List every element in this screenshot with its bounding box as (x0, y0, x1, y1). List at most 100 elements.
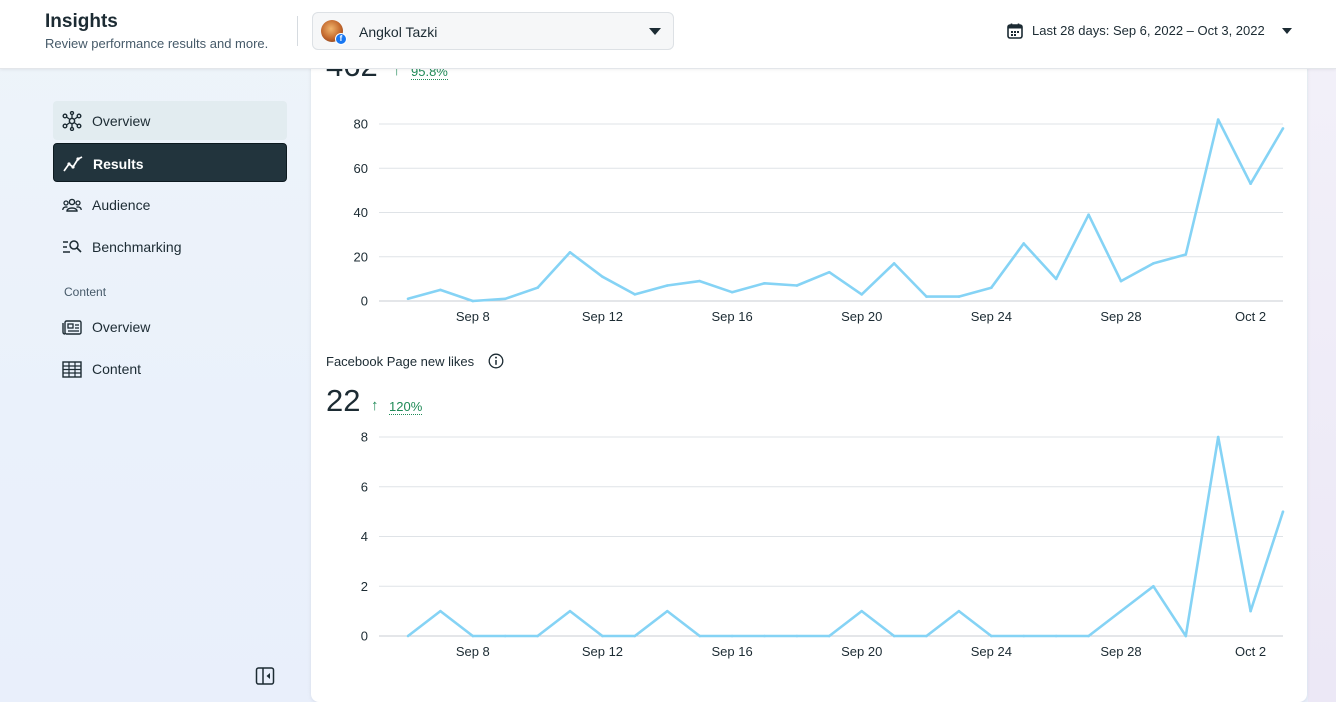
sidebar-item-label: Audience (92, 197, 151, 213)
data-point (1087, 634, 1090, 638)
account-selector[interactable]: f Angkol Tazki (312, 12, 674, 50)
account-name: Angkol Tazki (359, 24, 438, 40)
x-tick-label: Sep 24 (971, 644, 1012, 659)
sidebar-item-label: Benchmarking (92, 239, 182, 255)
sidebar-item-audience[interactable]: Audience (53, 185, 287, 224)
data-point (503, 297, 507, 301)
data-point (406, 634, 410, 638)
x-tick-label: Sep 8 (456, 309, 490, 324)
facebook-badge-icon: f (335, 33, 347, 45)
data-point (763, 634, 766, 638)
data-point (601, 275, 604, 278)
data-point (1184, 253, 1188, 256)
data-point (1119, 279, 1123, 283)
x-tick-label: Sep 28 (1100, 644, 1141, 659)
x-tick-label: Sep 20 (841, 644, 882, 659)
sidebar-item-label: Results (93, 156, 144, 172)
x-tick-label: Sep 16 (711, 644, 752, 659)
sidebar: Overview Results Audience Benchmarking C… (0, 69, 305, 702)
y-tick-label: 0 (361, 629, 368, 644)
x-tick-label: Oct 2 (1235, 309, 1266, 324)
data-point (730, 634, 734, 638)
x-tick-label: Sep 12 (582, 309, 623, 324)
sidebar-item-results[interactable]: Results (53, 143, 287, 182)
page-title: Insights (45, 11, 118, 32)
data-point (633, 634, 637, 638)
data-point (601, 634, 604, 638)
sidebar-item-content-overview[interactable]: Overview (53, 307, 287, 346)
table-icon (62, 361, 82, 378)
data-point (698, 279, 701, 283)
x-tick-label: Sep 8 (456, 644, 490, 659)
data-point (1152, 262, 1155, 265)
x-tick-label: Sep 28 (1100, 309, 1141, 324)
data-point (892, 634, 896, 638)
data-point (439, 288, 442, 292)
y-tick-label: 2 (361, 579, 368, 594)
series-line (407, 435, 1285, 638)
data-point (406, 297, 410, 301)
data-point (1249, 182, 1252, 186)
data-point (860, 293, 864, 296)
series-line (407, 118, 1285, 303)
info-icon[interactable] (488, 353, 504, 369)
x-tick-label: Sep 20 (841, 309, 882, 324)
data-point (1249, 609, 1252, 613)
page-subtitle: Review performance results and more. (45, 36, 269, 51)
data-point (471, 634, 475, 638)
metric-change[interactable]: 120% (389, 399, 423, 415)
data-point (1152, 584, 1155, 588)
data-point (1119, 609, 1123, 613)
data-point (1216, 435, 1220, 439)
sidebar-item-content[interactable]: Content (53, 349, 287, 388)
data-point (1054, 277, 1058, 281)
data-point (763, 282, 766, 285)
y-tick-label: 80 (354, 117, 368, 132)
data-point (827, 270, 831, 274)
arrow-up-icon: ↑ (371, 397, 379, 414)
x-tick-label: Sep 12 (582, 644, 623, 659)
data-point (1281, 510, 1285, 513)
collapse-sidebar-icon[interactable] (255, 666, 275, 686)
metric-value: 22 (326, 383, 361, 418)
data-point (860, 609, 864, 613)
data-point (1216, 118, 1220, 121)
sidebar-item-benchmarking[interactable]: Benchmarking (53, 227, 287, 266)
trend-icon (63, 156, 83, 172)
data-point (503, 634, 507, 638)
data-point (1022, 242, 1026, 245)
x-tick-label: Sep 24 (971, 309, 1012, 324)
data-point (1281, 127, 1285, 130)
data-point (536, 286, 539, 290)
content-section-label: Content (64, 285, 107, 299)
header-divider (297, 16, 298, 46)
data-point (795, 284, 799, 287)
new-likes-line-chart: 0 2 4 6 8 Sep 8 Sep 12 Sep 16 Sep 20 Sep 24 Sep 28… (361, 430, 1285, 659)
data-point (1022, 634, 1026, 638)
chevron-down-icon (649, 28, 661, 35)
data-point (730, 290, 734, 294)
data-point (957, 295, 961, 298)
chevron-down-icon (1282, 28, 1292, 34)
people-icon (62, 198, 82, 212)
data-point (568, 251, 572, 254)
content-overview-icon (62, 320, 82, 335)
data-point (925, 295, 928, 298)
metric-title: Facebook Page new likes (326, 354, 475, 369)
reach-line-chart: 0 20 40 60 80 Sep 8 Sep 12 Sep 16 Sep 20 Sep 24 Se… (354, 117, 1285, 324)
results-card: 462 ↑ 95.8% Facebook Page new likes 22 ↑… (311, 40, 1307, 702)
data-point (925, 634, 928, 638)
data-point (568, 609, 572, 613)
data-point (795, 634, 799, 638)
sidebar-item-label: Overview (92, 319, 151, 335)
data-point (1054, 634, 1058, 638)
data-point (990, 286, 993, 290)
date-range-label: Last 28 days: Sep 6, 2022 – Oct 3, 2022 (1032, 23, 1265, 38)
sidebar-item-label: Content (92, 361, 142, 377)
data-point (827, 634, 831, 638)
top-bar: Insights Review performance results and … (0, 0, 1336, 69)
y-tick-label: 6 (361, 479, 368, 494)
data-point (439, 609, 442, 613)
x-tick-label: Sep 16 (711, 309, 752, 324)
sidebar-item-overview[interactable]: Overview (53, 101, 287, 140)
